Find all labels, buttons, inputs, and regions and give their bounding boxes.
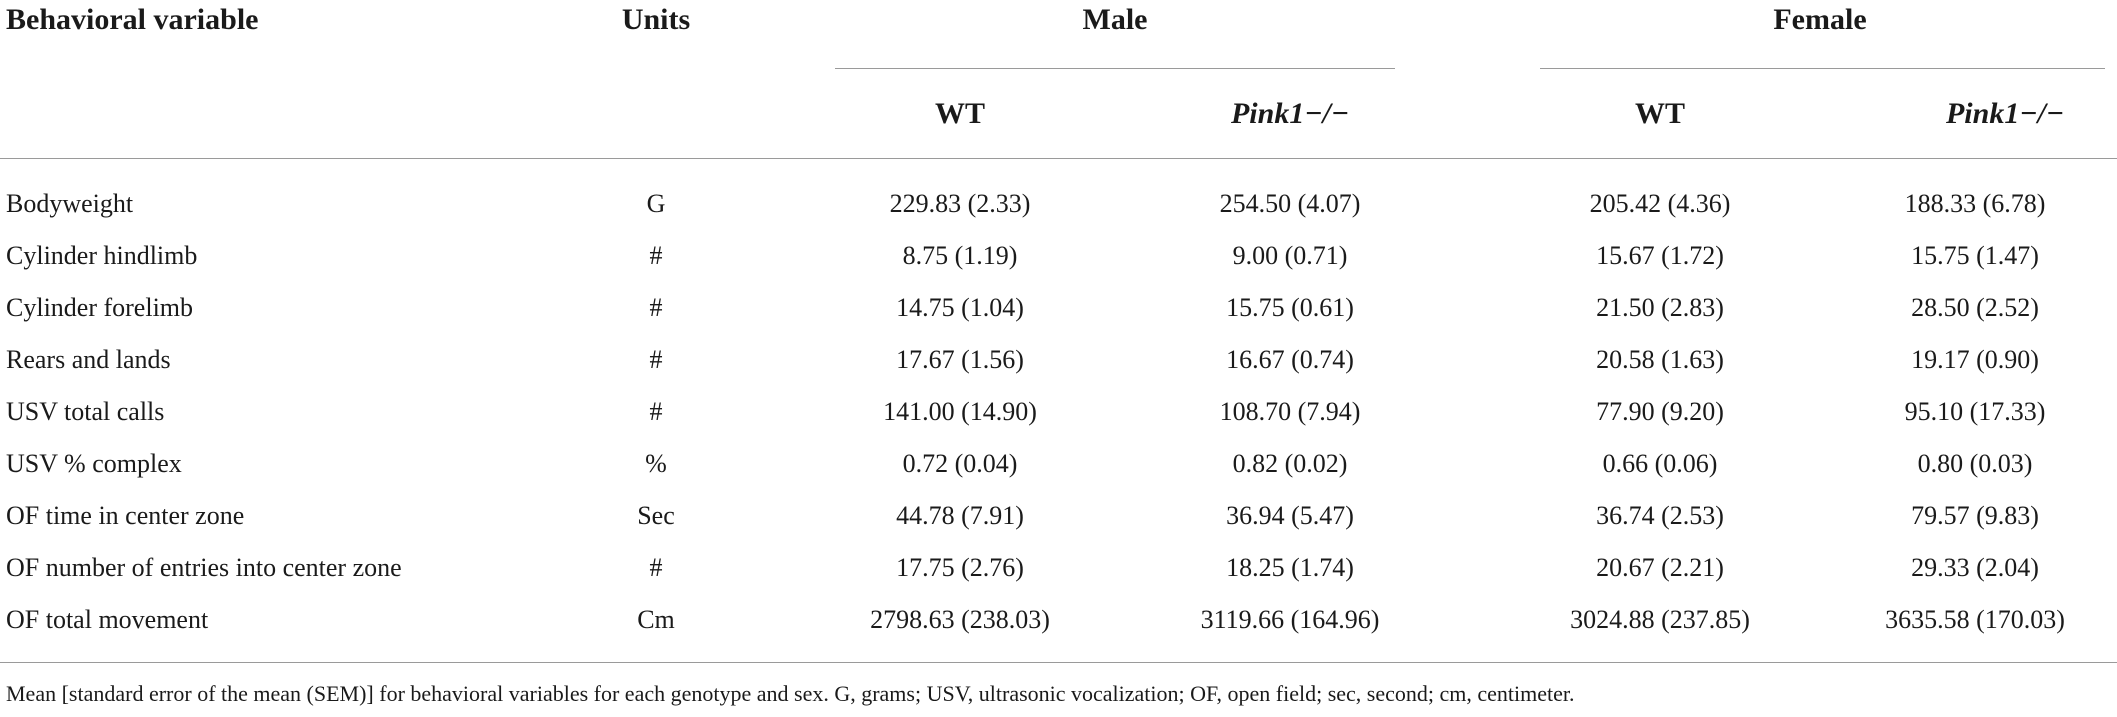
cell-units: # [649,345,663,374]
cell-female-wt: 3024.88 (237.85) [1570,605,1750,634]
cell-male-wt: 2798.63 (238.03) [870,605,1050,634]
cell-variable: USV total calls [6,397,165,426]
table-row: Cylinder forelimb # 14.75 (1.04) 15.75 (… [0,288,2117,328]
table-row: Cylinder hindlimb # 8.75 (1.19) 9.00 (0.… [0,236,2117,276]
table-row: OF number of entries into center zone # … [0,548,2117,588]
cell-variable: USV % complex [6,449,182,478]
cell-units: Sec [637,501,675,530]
cell-units: % [645,449,667,478]
cell-male-pink1: 36.94 (5.47) [1226,501,1354,530]
header-rule [0,158,2117,159]
cell-variable: OF time in center zone [6,501,245,530]
cell-male-wt: 0.72 (0.04) [902,449,1018,478]
cell-variable: Cylinder hindlimb [6,241,198,270]
cell-male-wt: 229.83 (2.33) [889,189,1031,218]
cell-male-wt: 17.75 (2.76) [896,553,1024,582]
cell-female-wt: 205.42 (4.36) [1589,189,1731,218]
cell-units: G [646,189,666,218]
cell-variable: Bodyweight [6,189,134,218]
cell-male-wt: 17.67 (1.56) [896,345,1024,374]
table-row: USV total calls # 141.00 (14.90) 108.70 … [0,392,2117,432]
male-group-rule [835,68,1395,69]
table-footnote: Mean [standard error of the mean (SEM)] … [6,681,1575,706]
cell-female-wt: 77.90 (9.20) [1596,397,1724,426]
cell-units: # [649,397,663,426]
cell-female-pink1: 3635.58 (170.03) [1885,605,2065,634]
cell-male-wt: 44.78 (7.91) [896,501,1024,530]
table-row: OF total movement Cm 2798.63 (238.03) 31… [0,600,2117,640]
cell-units: # [649,241,663,270]
cell-units: # [649,553,663,582]
cell-female-wt: 0.66 (0.06) [1602,449,1718,478]
table-row: USV % complex % 0.72 (0.04) 0.82 (0.02) … [0,444,2117,484]
header-male-wt: WT [934,97,985,130]
header-male-pink1: Pink1−/− [1230,97,1350,130]
cell-male-wt: 141.00 (14.90) [883,397,1037,426]
cell-female-pink1: 79.57 (9.83) [1911,501,2039,530]
header-units: Units [621,3,691,36]
cell-female-wt: 15.67 (1.72) [1596,241,1724,270]
cell-variable: OF number of entries into center zone [6,553,402,582]
cell-female-pink1: 0.80 (0.03) [1917,449,2033,478]
cell-male-pink1: 3119.66 (164.96) [1200,605,1380,634]
cell-female-pink1: 15.75 (1.47) [1911,241,2039,270]
cell-male-pink1: 9.00 (0.71) [1232,241,1348,270]
cell-male-wt: 8.75 (1.19) [902,241,1018,270]
cell-female-pink1: 188.33 (6.78) [1904,189,2046,218]
header-female: Female [1773,3,1867,36]
footer-rule [0,662,2117,663]
cell-male-wt: 14.75 (1.04) [896,293,1024,322]
cell-male-pink1: 254.50 (4.07) [1219,189,1361,218]
header-female-wt: WT [1634,97,1685,130]
cell-female-wt: 20.67 (2.21) [1596,553,1724,582]
cell-female-pink1: 95.10 (17.33) [1904,397,2046,426]
cell-male-pink1: 15.75 (0.61) [1226,293,1354,322]
header-female-pink1: Pink1−/− [1945,97,2065,130]
table-row: OF time in center zone Sec 44.78 (7.91) … [0,496,2117,536]
cell-male-pink1: 18.25 (1.74) [1226,553,1354,582]
cell-female-pink1: 28.50 (2.52) [1911,293,2039,322]
header-behavioral-variable: Behavioral variable [6,3,259,36]
cell-female-pink1: 29.33 (2.04) [1911,553,2039,582]
female-group-rule [1540,68,2105,69]
cell-variable: Rears and lands [6,345,171,374]
header-male: Male [1082,3,1148,36]
cell-variable: OF total movement [6,605,209,634]
cell-female-wt: 36.74 (2.53) [1596,501,1724,530]
table-row: Rears and lands # 17.67 (1.56) 16.67 (0.… [0,340,2117,380]
cell-variable: Cylinder forelimb [6,293,194,322]
cell-male-pink1: 0.82 (0.02) [1232,449,1348,478]
cell-female-wt: 21.50 (2.83) [1596,293,1724,322]
cell-female-wt: 20.58 (1.63) [1596,345,1724,374]
cell-female-pink1: 19.17 (0.90) [1911,345,2039,374]
cell-male-pink1: 108.70 (7.94) [1219,397,1361,426]
cell-units: # [649,293,663,322]
cell-units: Cm [637,605,675,634]
cell-male-pink1: 16.67 (0.74) [1226,345,1354,374]
table-row: Bodyweight G 229.83 (2.33) 254.50 (4.07)… [0,184,2117,224]
